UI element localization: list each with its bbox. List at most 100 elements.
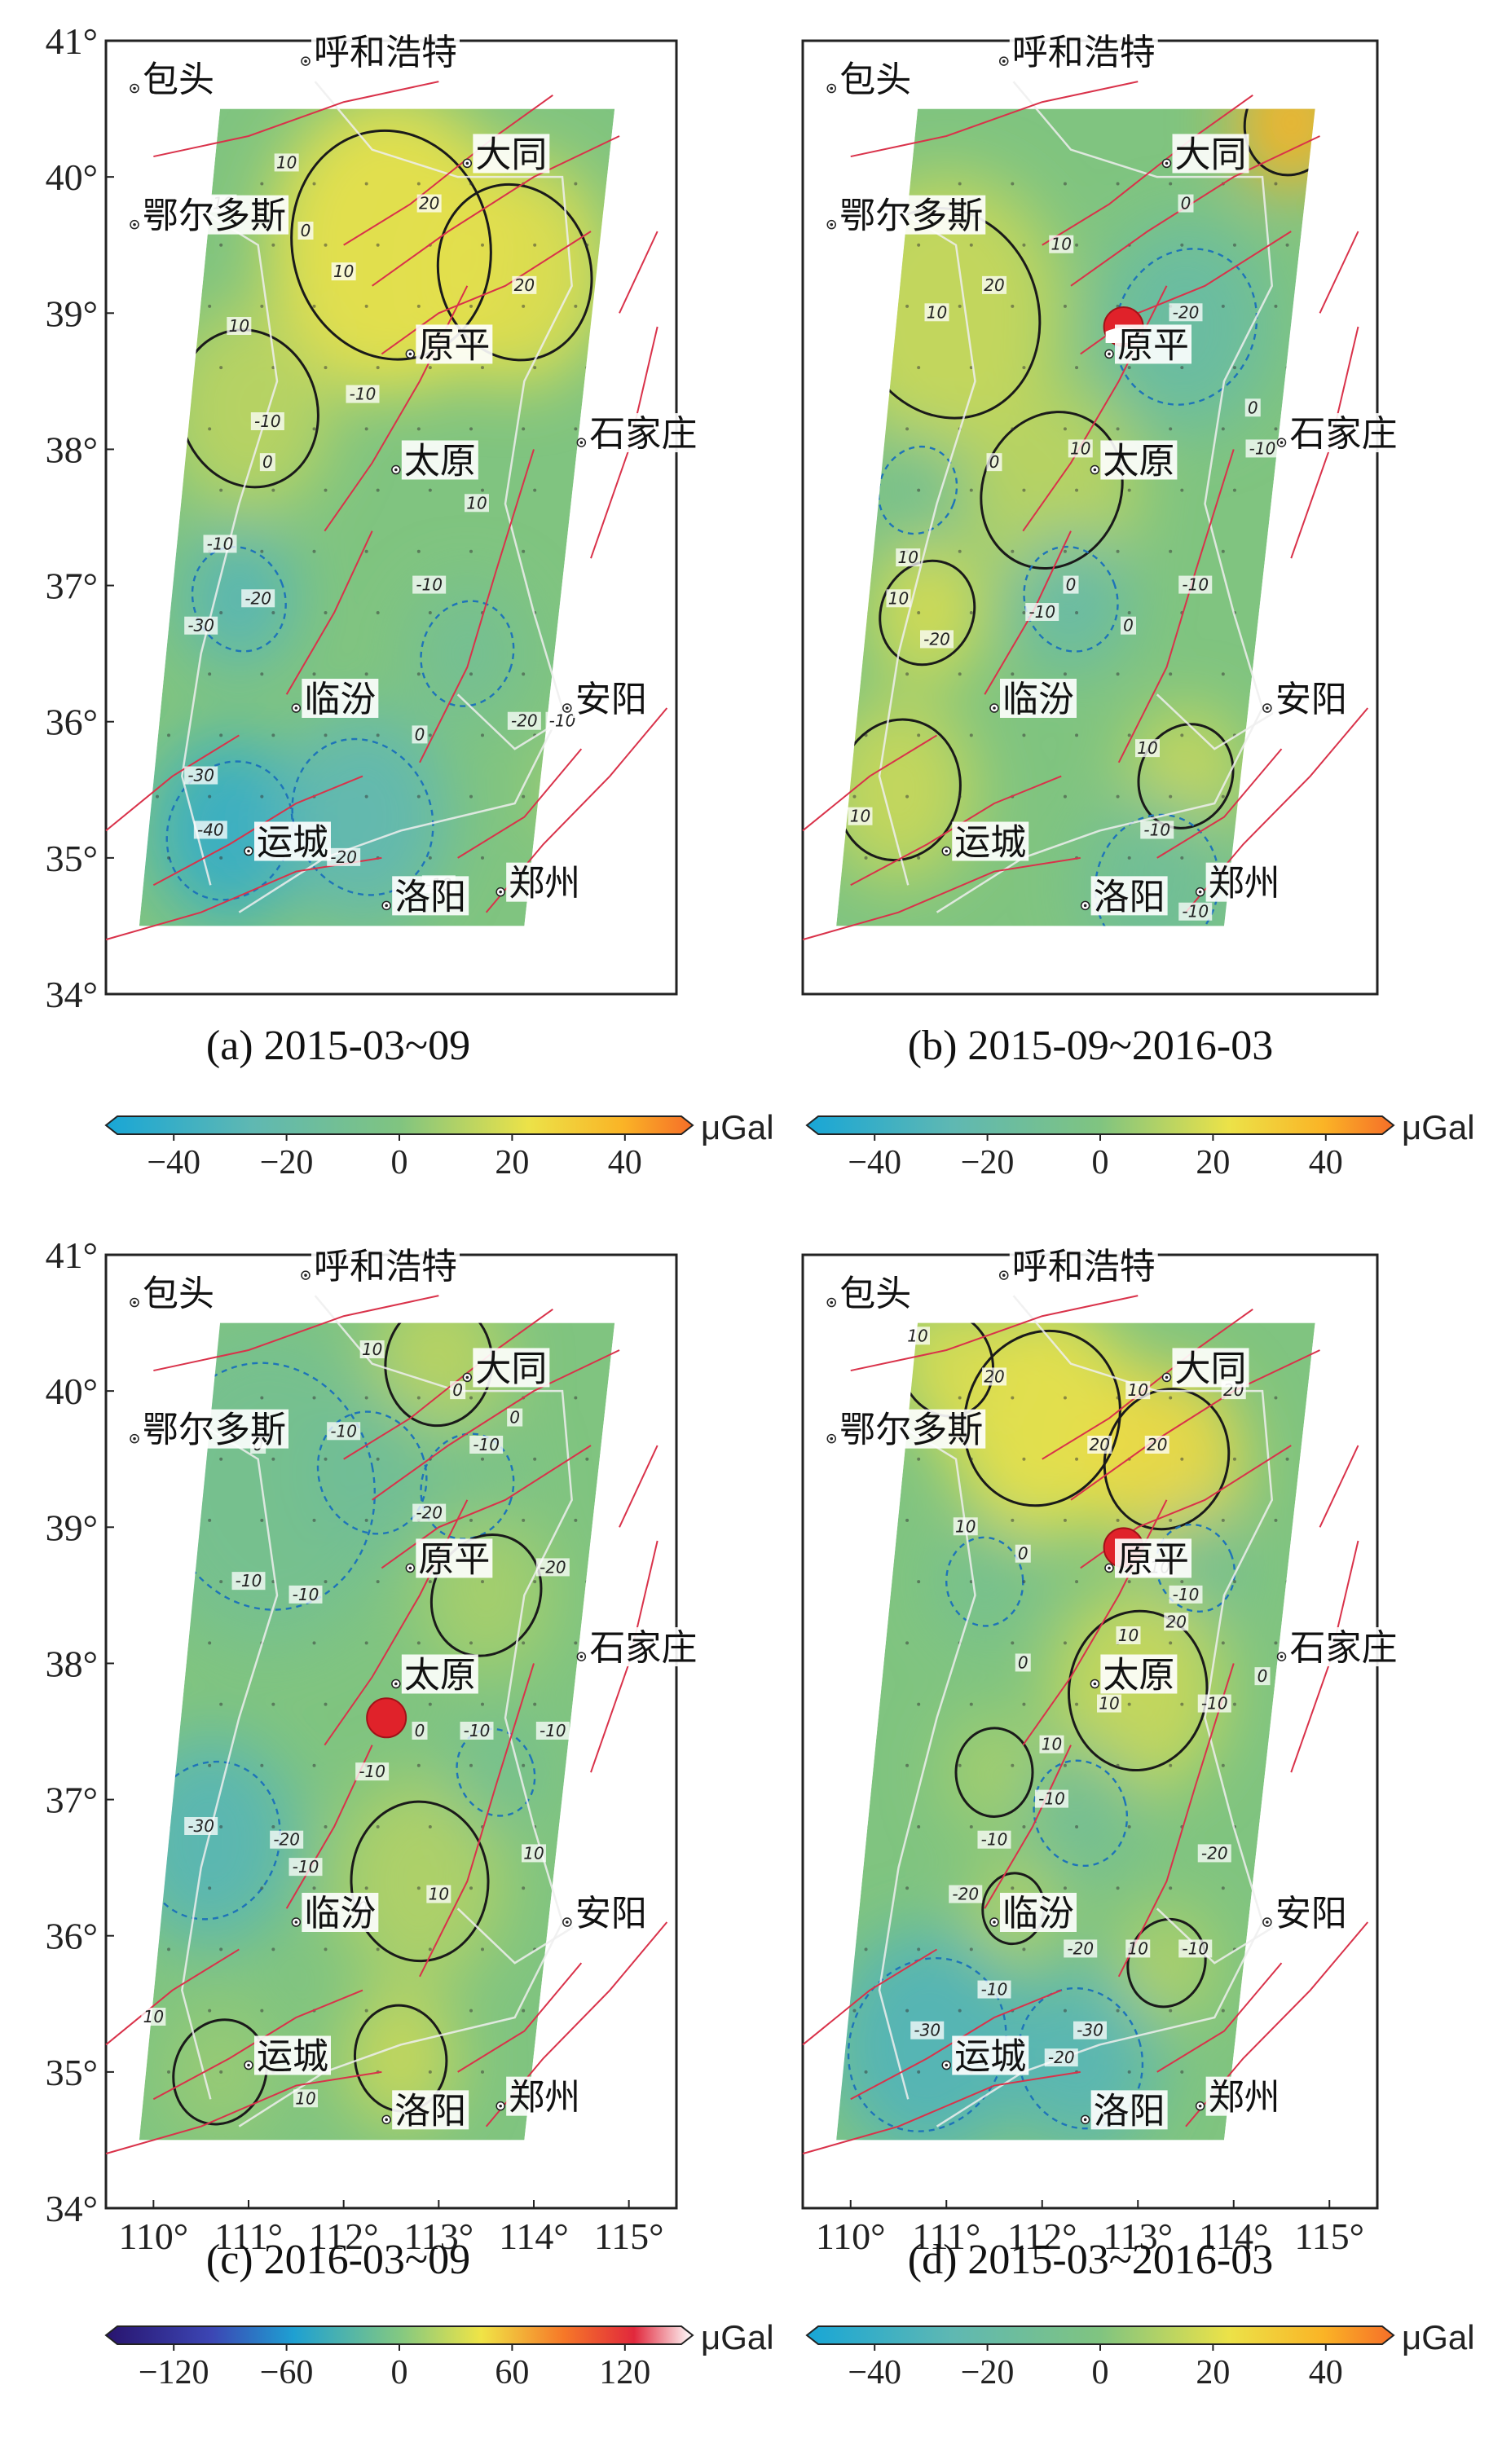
contour-label-text: 0: [989, 452, 1000, 472]
city-name: 鄂尔多斯: [143, 196, 286, 237]
city-dot-center: [499, 890, 502, 894]
station-dot: [864, 856, 868, 860]
station-dot: [416, 1763, 421, 1767]
station-dot: [219, 1947, 223, 1951]
city-label-bg: [587, 1627, 700, 1667]
colorbar-tick-label: 0: [1092, 2354, 1109, 2391]
city-dot-center: [385, 2118, 388, 2122]
contour-label-bg: [327, 847, 361, 866]
anomaly-blob: [870, 543, 985, 683]
city-label-bg: [1272, 1893, 1350, 1932]
contour-label: 20: [416, 194, 442, 213]
station-dot: [312, 427, 316, 431]
boundary-line: [181, 203, 279, 886]
contour-label-text: 0: [1018, 1544, 1028, 1564]
contour-label: -20: [920, 629, 954, 649]
station-dot: [1116, 2009, 1120, 2013]
contour-label: 20: [1164, 1612, 1189, 1631]
station-dot: [969, 733, 973, 737]
station-dot: [574, 182, 578, 186]
positive-contour: [879, 559, 976, 667]
city-label-bg: [837, 195, 986, 235]
station-dot: [312, 304, 316, 308]
fault-line: [619, 231, 659, 314]
station-dot: [522, 1641, 526, 1645]
city-dot-center: [1280, 1655, 1284, 1658]
city-label-bg: [1172, 1348, 1249, 1388]
city-label-bg: [837, 1273, 914, 1313]
city-label-bg: [302, 679, 379, 718]
station-dot: [312, 1886, 316, 1890]
contour-label: -10: [1178, 575, 1213, 595]
lat-label: 39°: [46, 1507, 98, 1548]
city-dot-center: [1108, 1566, 1111, 1570]
contour-label-bg: [1197, 1694, 1231, 1713]
city-name: 郑州: [1209, 863, 1280, 904]
contour-label: -20: [241, 588, 275, 608]
city-label-bg: [1009, 32, 1158, 72]
contour-label-bg: [1178, 1939, 1213, 1958]
station-dot: [1221, 1763, 1225, 1767]
contour-label: 0: [450, 1380, 466, 1400]
station-dot: [376, 1457, 380, 1461]
station-dot: [1116, 794, 1120, 799]
station-dot: [428, 1580, 432, 1584]
city-zhengzhou: 郑州: [496, 862, 584, 904]
contour-label: -10: [460, 1721, 494, 1740]
station-dot: [469, 672, 473, 676]
contour-label-text: -20: [511, 711, 538, 731]
station-dot: [1116, 672, 1120, 676]
city-dot-center: [294, 706, 298, 710]
station-dot: [1011, 1641, 1015, 1645]
contour-label-bg: [1097, 1694, 1121, 1713]
city-linfen: 临汾: [989, 1893, 1077, 1934]
fault-line: [1319, 1445, 1359, 1528]
contour-label-text: 10: [466, 493, 487, 513]
contour-label: 10: [293, 2088, 318, 2108]
city-name: 安阳: [575, 679, 647, 720]
contour-label: 0: [1244, 398, 1261, 417]
contour-label: -10: [1035, 1789, 1068, 1809]
contour-label: -10: [535, 1721, 570, 1740]
contour-label: -10: [289, 1857, 323, 1877]
station-dot: [852, 2009, 857, 2013]
city-linfen: 临汾: [291, 679, 379, 720]
city-linfen: 临汾: [291, 1893, 379, 1934]
city-label-bg: [572, 679, 650, 718]
contour-label-bg: [545, 711, 579, 730]
contour-label-text: -40: [197, 820, 224, 839]
city-anyang: 安阳: [1262, 1893, 1350, 1934]
contour-label: 10: [1135, 738, 1160, 758]
station-dot: [324, 1825, 328, 1828]
station-dot: [1221, 794, 1225, 799]
station-dot: [1274, 427, 1278, 431]
fault-line: [802, 856, 1081, 941]
station-dot: [1127, 488, 1131, 492]
contour-label-text: -10: [330, 1421, 357, 1441]
station-dot: [1180, 1580, 1184, 1584]
contour-label-bg: [896, 548, 921, 567]
city-yuanping: 原平: [405, 324, 493, 366]
contour-label-bg: [193, 821, 227, 839]
station-dot: [864, 1947, 868, 1951]
station-dot: [1063, 1396, 1067, 1400]
station-dot: [271, 611, 275, 614]
lat-label: 36°: [46, 1916, 98, 1957]
station-dot: [376, 1825, 380, 1828]
station-dot: [167, 733, 170, 737]
station-dot: [481, 1580, 484, 1584]
contour-label: -20: [535, 1557, 570, 1577]
colorbar-unit: μGal: [701, 2318, 774, 2356]
city-dot-center: [945, 2063, 949, 2067]
contour-label-text: -10: [1182, 575, 1209, 595]
fault-line: [850, 81, 1139, 158]
contour-label-text: -20: [330, 847, 357, 867]
colorbar-tick-label: −40: [147, 1144, 200, 1181]
contour-label: -10: [1025, 602, 1059, 622]
city-zhengzhou: 郑州: [1195, 2076, 1283, 2119]
station-dot: [1022, 366, 1026, 370]
contour-label: 20: [1087, 1435, 1112, 1454]
contour-label-text: 0: [262, 452, 273, 472]
city-name: 太原: [1103, 1655, 1174, 1696]
station-dot: [219, 1825, 223, 1828]
